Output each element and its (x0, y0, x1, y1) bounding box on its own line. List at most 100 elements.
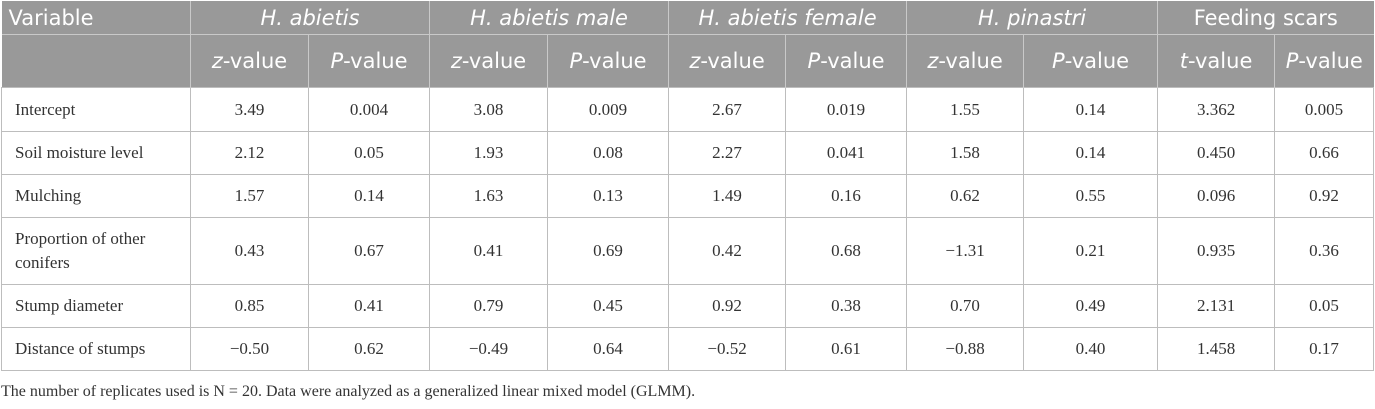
table-cell: 0.450 (1157, 131, 1276, 175)
table-cell: 0.17 (1274, 327, 1374, 371)
subheader-symbol: z (211, 49, 223, 73)
table-cell: 0.68 (785, 217, 908, 285)
table-cell: 0.096 (1157, 174, 1276, 218)
row-label: Intercept (1, 87, 191, 132)
subheader-z-value: z-value (429, 34, 548, 88)
subheader-suffix: -value (1298, 49, 1363, 73)
table-cell: 1.58 (906, 131, 1025, 175)
table-cell: 0.14 (1023, 131, 1159, 175)
table-cell: 0.05 (307, 131, 431, 175)
table-cell: 0.55 (1023, 174, 1159, 218)
table-cell: 0.41 (307, 284, 431, 328)
table-cell: −1.31 (906, 217, 1025, 285)
table-cell: 0.66 (1274, 131, 1374, 175)
header-row-stats: z-value P-value z-value P-value z-value … (1, 34, 1374, 88)
table-cell: 0.14 (307, 174, 431, 218)
table-cell: 0.62 (906, 174, 1025, 218)
group-header-h-abietis: H. abietis (189, 1, 430, 35)
table-cell: 0.69 (547, 217, 670, 285)
subheader-p-value: P-value (1274, 34, 1374, 88)
table-cell: 0.92 (668, 284, 787, 328)
subheader-symbol: z (689, 49, 701, 73)
table-row: Mulching 1.57 0.14 1.63 0.13 1.49 0.16 0… (1, 174, 1374, 218)
subheader-z-value: z-value (906, 34, 1024, 88)
table-cell: 0.43 (190, 217, 309, 285)
table-cell: 0.92 (1274, 174, 1374, 218)
table-cell: 0.41 (429, 217, 549, 285)
row-label: Distance of stumps (1, 327, 191, 371)
table-row: Proportion of other conifers 0.43 0.67 0… (1, 217, 1374, 285)
table-cell: 3.49 (190, 87, 309, 132)
group-header-h-abietis-female: H. abietis female (668, 1, 907, 35)
subheader-suffix: -value (582, 49, 647, 73)
table-cell: 1.63 (429, 174, 549, 218)
subheader-suffix: -value (938, 49, 1003, 73)
table-cell: 2.27 (668, 131, 787, 175)
subheader-symbol: P (1052, 49, 1065, 73)
subheader-suffix: -value (820, 49, 885, 73)
subheader-suffix: -value (1187, 49, 1253, 73)
table-cell: 0.40 (1023, 327, 1159, 371)
table-cell: 0.05 (1274, 284, 1374, 328)
table-cell: 0.42 (668, 217, 787, 285)
subheader-symbol: z (927, 49, 939, 73)
subheader-p-value: P-value (785, 34, 907, 88)
table-cell: 0.019 (785, 87, 908, 132)
row-label: Soil moisture level (1, 131, 191, 175)
subheader-z-value: z-value (668, 34, 786, 88)
results-table: Variable H. abietis H. abietis male H. a… (1, 1, 1374, 371)
table-cell: 0.64 (547, 327, 670, 371)
subheader-z-value: z-value (190, 34, 309, 88)
subheader-p-value: P-value (307, 34, 430, 88)
table-footnote: The number of replicates used is N = 20.… (1, 383, 696, 400)
table-cell: 0.49 (1023, 284, 1159, 328)
subheader-p-value: P-value (1023, 34, 1158, 88)
row-label: Stump diameter (1, 284, 191, 328)
subheader-suffix: -value (700, 49, 765, 73)
table-cell: 3.08 (429, 87, 549, 132)
table-cell: 0.38 (785, 284, 908, 328)
header-row-groups: Variable H. abietis H. abietis male H. a… (1, 1, 1374, 35)
table-cell: 0.79 (429, 284, 549, 328)
table-cell: 0.041 (785, 131, 908, 175)
subheader-suffix: -value (461, 49, 527, 73)
table-cell: 0.08 (547, 131, 670, 175)
table-cell: 0.009 (547, 87, 670, 132)
table-cell: 0.67 (307, 217, 431, 285)
row-label: Proportion of other conifers (1, 217, 191, 285)
table-cell: 2.131 (1157, 284, 1276, 328)
subheader-symbol: t (1179, 49, 1188, 73)
table-cell: 0.935 (1157, 217, 1276, 285)
table-cell: 1.57 (190, 174, 309, 218)
table-row: Stump diameter 0.85 0.41 0.79 0.45 0.92 … (1, 284, 1374, 328)
table-cell: 0.21 (1023, 217, 1159, 285)
table-cell: 0.62 (307, 327, 431, 371)
table-cell: 1.55 (906, 87, 1025, 132)
table-cell: 0.61 (785, 327, 908, 371)
table-row: Soil moisture level 2.12 0.05 1.93 0.08 … (1, 131, 1374, 175)
table-cell: 0.13 (547, 174, 670, 218)
table-cell: 0.14 (1023, 87, 1159, 132)
variable-header-blank (1, 34, 191, 88)
table-cell: 1.93 (429, 131, 549, 175)
table-cell: 0.005 (1274, 87, 1374, 132)
subheader-symbol: P (569, 49, 583, 73)
subheader-symbol: z (450, 49, 462, 73)
table-cell: −0.49 (429, 327, 549, 371)
table-cell: −0.50 (190, 327, 309, 371)
table-cell: 2.67 (668, 87, 787, 132)
table-cell: 3.362 (1157, 87, 1276, 132)
group-header-h-pinastri: H. pinastri (906, 1, 1158, 35)
subheader-symbol: P (807, 49, 821, 73)
table-row: Distance of stumps −0.50 0.62 −0.49 0.64… (1, 327, 1374, 371)
table-cell: 0.85 (190, 284, 309, 328)
group-header-h-abietis-male: H. abietis male (429, 1, 669, 35)
subheader-symbol: P (1285, 49, 1299, 73)
subheader-suffix: -value (222, 49, 288, 73)
table-cell: −0.88 (906, 327, 1025, 371)
subheader-symbol: P (330, 49, 344, 73)
table-cell: 0.16 (785, 174, 908, 218)
subheader-suffix: -value (343, 49, 408, 73)
results-table-container: Variable H. abietis H. abietis male H. a… (1, 1, 1374, 371)
group-header-feeding-scars: Feeding scars (1157, 1, 1374, 35)
